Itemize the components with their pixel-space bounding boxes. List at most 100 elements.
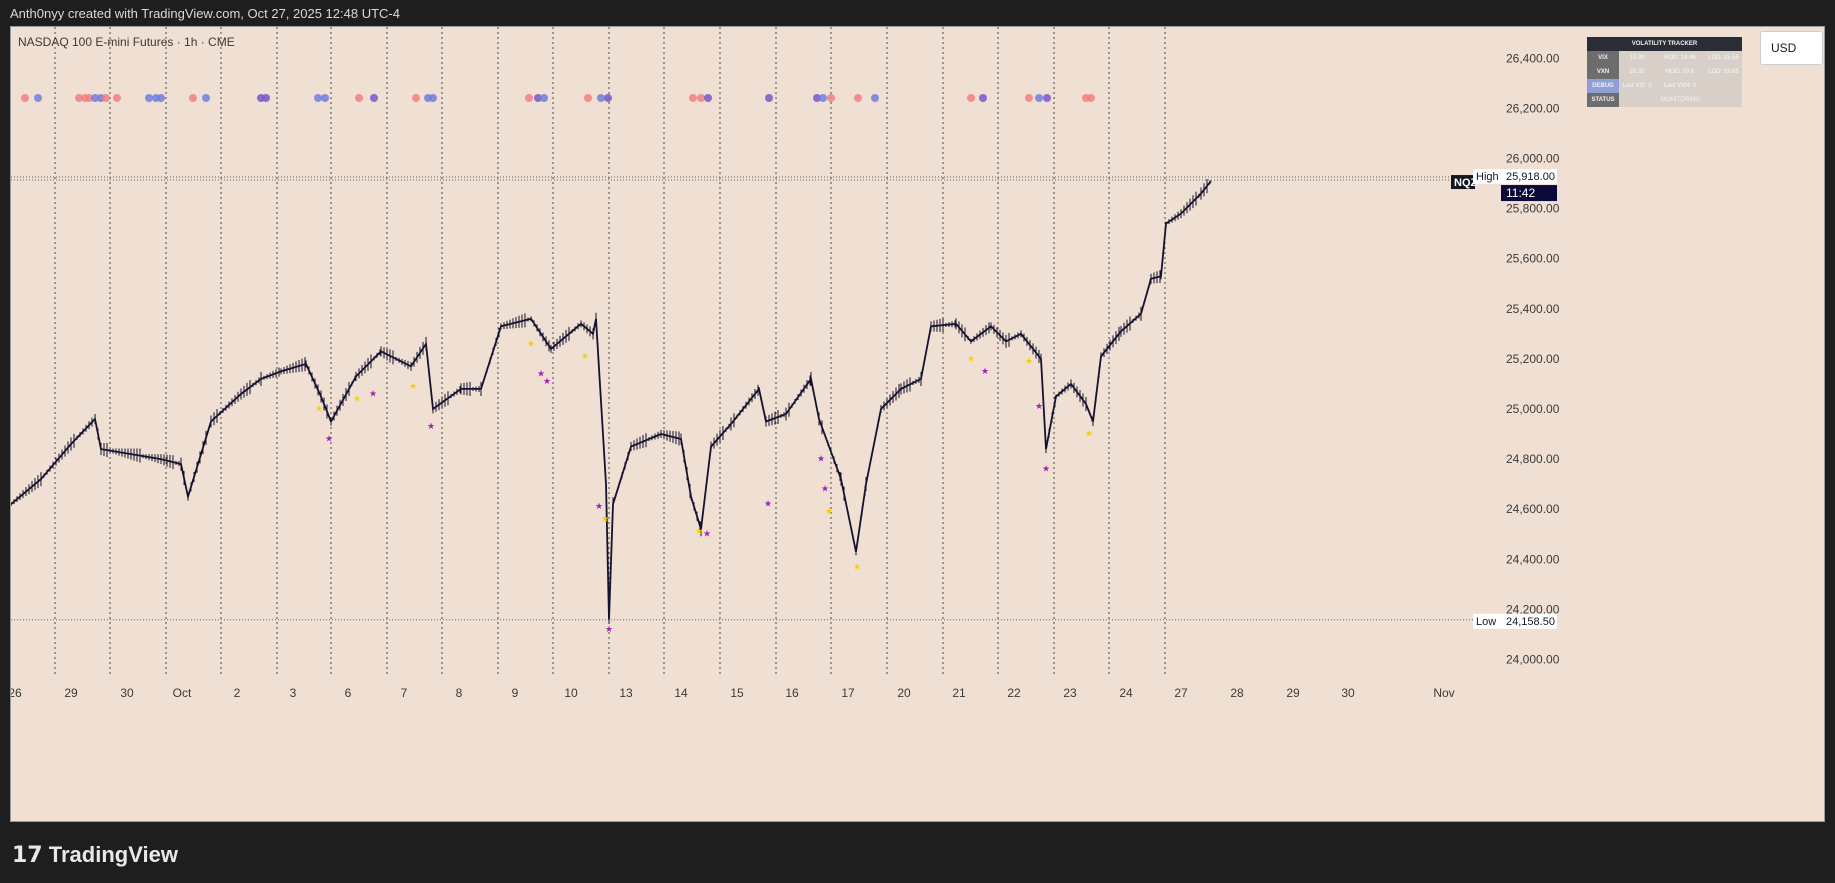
volatility-tracker-title: VOLATILITY TRACKER <box>1587 37 1742 51</box>
signal-dot <box>813 94 821 102</box>
table-row: STATUS MONITORING <box>1587 93 1742 107</box>
y-tick-label: 24,200.00 <box>1506 602 1560 616</box>
debug-last-vxn: Last VXN: 0 <box>1655 79 1705 93</box>
currency-button[interactable]: USD <box>1760 31 1823 65</box>
high-value: 25,918.00 <box>1506 171 1555 183</box>
x-tick-label: 7 <box>401 686 408 700</box>
signal-dot <box>262 94 270 102</box>
y-tick-label: 24,000.00 <box>1506 652 1560 666</box>
y-tick-label: 25,000.00 <box>1506 402 1560 416</box>
y-tick-label: 24,400.00 <box>1506 552 1560 566</box>
star-marker: ★ <box>315 403 323 413</box>
signal-dot <box>704 94 712 102</box>
signal-dot <box>540 94 548 102</box>
y-tick-label: 26,000.00 <box>1506 152 1560 166</box>
y-tick-label: 26,200.00 <box>1506 101 1560 115</box>
x-tick-label: 28 <box>1230 686 1244 700</box>
signal-dot <box>525 94 533 102</box>
signal-dot <box>412 94 420 102</box>
signal-dot <box>765 94 773 102</box>
x-tick-label: 23 <box>1063 686 1077 700</box>
row-label: DEBUG <box>1587 79 1619 93</box>
star-marker: ★ <box>853 561 861 571</box>
star-marker: ★ <box>981 366 989 376</box>
star-marker: ★ <box>369 388 377 398</box>
high-label-bg <box>1473 169 1503 185</box>
vxn-hod: HOD: 20.8 <box>1655 65 1705 79</box>
high-label: High <box>1476 171 1499 183</box>
debug-last-vix: Last VIX: 0 <box>1619 79 1655 93</box>
x-tick-label: 24 <box>1119 686 1133 700</box>
x-tick-label: 26 <box>11 686 22 700</box>
x-tick-label: Nov <box>1433 686 1454 700</box>
signal-dot <box>85 94 93 102</box>
signal-dot <box>157 94 165 102</box>
star-marker: ★ <box>325 434 333 444</box>
table-row: VIX 15.99 HOD: 16.46 LOD: 15.56 <box>1587 51 1742 65</box>
tradingview-logo[interactable]: 𝟭𝟳 TradingView <box>12 842 178 868</box>
price-line <box>11 180 1212 620</box>
signal-dot <box>819 94 827 102</box>
symbol-label[interactable]: NASDAQ 100 E-mini Futures · 1h · CME <box>18 35 235 49</box>
y-tick-label: 25,400.00 <box>1506 302 1560 316</box>
x-tick-label: 13 <box>619 686 633 700</box>
signal-dot <box>871 94 879 102</box>
star-marker: ★ <box>967 353 975 363</box>
star-marker: ★ <box>1035 401 1043 411</box>
vix-value: 15.99 <box>1619 51 1655 65</box>
low-label: Low <box>1476 616 1496 628</box>
price-chart[interactable]: 26,400.00 26,200.00 26,000.00 25,800.00 25,6… <box>11 27 1824 821</box>
row-label: VIX <box>1587 51 1619 65</box>
signal-dot <box>370 94 378 102</box>
signal-dot <box>429 94 437 102</box>
signal-dot <box>534 94 542 102</box>
debug-empty <box>1705 79 1742 93</box>
countdown-bg <box>1501 185 1557 202</box>
footer-bar: 𝟭𝟳 TradingView <box>0 822 1835 883</box>
signal-dot <box>967 94 975 102</box>
signal-dot <box>102 94 110 102</box>
signal-dot <box>189 94 197 102</box>
signal-dot <box>1035 94 1043 102</box>
vix-lod: LOD: 15.56 <box>1705 51 1742 65</box>
signal-dot <box>697 94 705 102</box>
brand-name: TradingView <box>48 842 178 867</box>
x-tick-label: Oct <box>173 686 192 700</box>
signal-dot <box>854 94 862 102</box>
signal-dot <box>202 94 210 102</box>
star-marker: ★ <box>353 393 361 403</box>
ticker-tag-bg <box>1451 175 1475 190</box>
signal-dot <box>321 94 329 102</box>
chart-area[interactable]: 26,400.00 26,200.00 26,000.00 25,800.00 25,6… <box>10 26 1825 822</box>
caption-text: Anth0nyy created with TradingView.com, O… <box>10 6 400 21</box>
low-label-bg <box>1473 613 1503 629</box>
ticker-tag: NQZ <box>1454 177 1478 189</box>
star-marker: ★ <box>825 506 833 516</box>
signal-dot <box>21 94 29 102</box>
star-marker: ★ <box>409 381 417 391</box>
x-tick-label: 8 <box>456 686 463 700</box>
y-tick-label: 25,600.00 <box>1506 252 1560 266</box>
star-marker: ★ <box>581 351 589 361</box>
signal-dot <box>979 94 987 102</box>
y-tick-label: 26,400.00 <box>1506 51 1560 65</box>
star-marker: ★ <box>703 529 711 539</box>
x-tick-label: 6 <box>345 686 352 700</box>
star-marker: ★ <box>595 501 603 511</box>
x-tick-label: 15 <box>730 686 744 700</box>
x-tick-label: 21 <box>952 686 966 700</box>
x-tick-label: 9 <box>512 686 519 700</box>
signal-dot <box>584 94 592 102</box>
signal-dot <box>75 94 83 102</box>
x-tick-label: 16 <box>785 686 799 700</box>
signal-dot <box>597 94 605 102</box>
status-value: MONITORING <box>1619 93 1742 107</box>
star-marker: ★ <box>695 526 703 536</box>
star-marker: ★ <box>527 338 535 348</box>
y-tick-label: 25,800.00 <box>1506 202 1560 216</box>
vxn-lod: LOD: 19.65 <box>1705 65 1742 79</box>
x-tick-label: 27 <box>1174 686 1188 700</box>
star-marker: ★ <box>1085 429 1093 439</box>
row-label: VXN <box>1587 65 1619 79</box>
x-tick-label: 17 <box>841 686 855 700</box>
